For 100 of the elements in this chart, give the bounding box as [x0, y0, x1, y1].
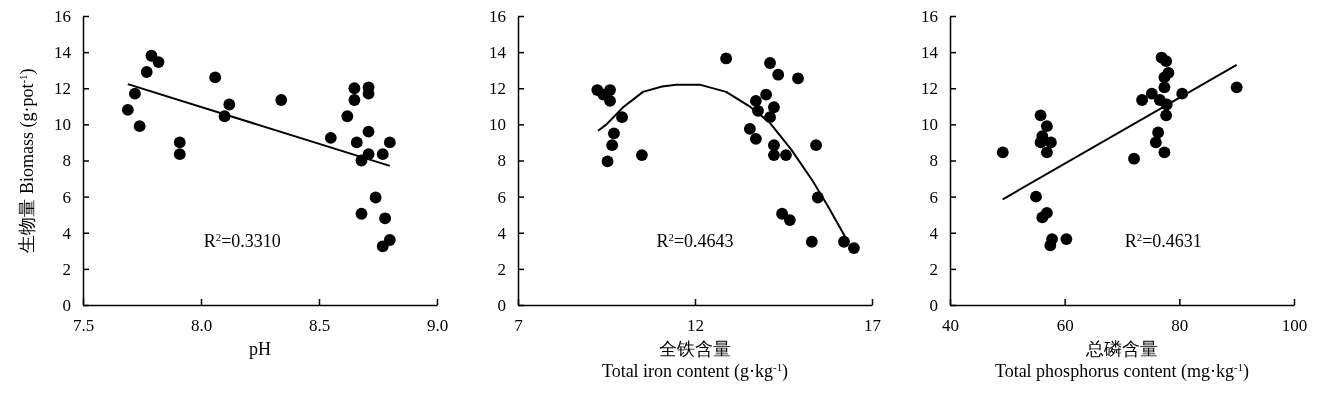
y-tick-label: 2: [62, 259, 71, 279]
y-tick-label: 8: [497, 151, 506, 171]
x-tick-label: 8.5: [308, 316, 331, 336]
point: [606, 139, 619, 152]
y-tick-label: 6: [62, 187, 71, 207]
point: [616, 111, 628, 124]
point: [780, 149, 792, 161]
y-tick-label: 16: [54, 6, 71, 26]
y-tick-label: 10: [921, 115, 938, 135]
y-tick-label: 6: [929, 187, 938, 207]
y-tick-label: 14: [489, 43, 507, 63]
y-tick-label: 0: [497, 295, 506, 315]
y-tick-label: 4: [497, 223, 507, 243]
y-tick-label: 2: [497, 259, 506, 279]
point: [768, 101, 780, 114]
point: [760, 88, 773, 101]
point: [805, 235, 818, 248]
point: [764, 57, 776, 69]
point: [133, 120, 146, 133]
y-tick-label: 12: [921, 79, 938, 99]
point: [341, 110, 354, 123]
x-tick-label: 8.0: [190, 316, 213, 336]
point: [1030, 190, 1042, 203]
point: [635, 149, 648, 161]
point: [140, 66, 153, 78]
y-tick-label: 12: [489, 79, 506, 99]
point: [792, 72, 804, 85]
annotation: R$^{2}$=0.4631: [1124, 231, 1202, 252]
y-tick-label: 12: [54, 79, 71, 99]
point: [996, 146, 1009, 159]
point: [743, 122, 756, 135]
x-tick-label: 40: [942, 316, 959, 336]
y-tick-label: 14: [921, 43, 939, 63]
point: [749, 132, 762, 145]
point: [362, 125, 375, 138]
y-tick-label: 2: [929, 259, 938, 279]
point: [275, 94, 288, 106]
point: [369, 191, 382, 204]
point: [1034, 109, 1047, 122]
point: [173, 148, 186, 161]
point: [348, 94, 361, 106]
point: [348, 82, 361, 95]
point: [1145, 87, 1158, 100]
point: [608, 127, 620, 140]
y-tick-label: 8: [62, 151, 71, 171]
point: [749, 94, 762, 107]
point: [1040, 120, 1053, 133]
y-tick-label: 4: [929, 223, 939, 243]
y-tick-label: 4: [62, 223, 72, 243]
point: [1158, 81, 1171, 94]
point: [1040, 146, 1053, 159]
point: [1158, 71, 1171, 84]
y-tick-label: 8: [929, 151, 938, 171]
point: [223, 98, 236, 111]
x-tick-label: 17: [864, 316, 882, 336]
point: [355, 207, 368, 220]
point: [783, 214, 796, 227]
point: [209, 71, 222, 84]
point: [121, 104, 134, 116]
point: [1158, 146, 1171, 159]
point: [1060, 233, 1073, 245]
point: [129, 87, 141, 100]
y-tick-label: 6: [497, 187, 506, 207]
x-tick-label: 7.5: [72, 316, 95, 336]
point: [1160, 55, 1173, 68]
point: [604, 94, 616, 107]
point: [1230, 81, 1243, 94]
x-tick-label: 12: [687, 316, 704, 336]
point: [720, 52, 733, 65]
y-tick-label: 10: [54, 115, 71, 135]
point: [772, 68, 785, 81]
point: [1136, 94, 1148, 106]
x-tick-label: 7: [514, 316, 524, 336]
point: [1160, 109, 1173, 122]
point: [1152, 126, 1165, 139]
point: [604, 84, 616, 96]
point: [324, 132, 337, 144]
point: [383, 234, 396, 246]
x-tick-label: 80: [1171, 316, 1189, 336]
point: [376, 148, 389, 161]
point: [810, 139, 822, 152]
y-tick-label: 0: [62, 295, 71, 315]
annotation: R$^{2}$=0.4643: [656, 231, 734, 252]
point: [1044, 239, 1057, 252]
point: [152, 56, 165, 68]
point: [379, 212, 391, 225]
point: [1149, 136, 1162, 149]
y-tick-label: 10: [489, 115, 506, 135]
point: [768, 149, 780, 161]
point: [1036, 211, 1049, 224]
y-tick-label: 16: [921, 6, 938, 26]
y-tick-label: 14: [54, 43, 72, 63]
x-tick-label: 60: [1056, 316, 1074, 336]
point: [848, 242, 860, 255]
point: [1128, 152, 1140, 165]
x-axis-title: 总磷含量 Total phosphorus content (mg·kg$^{-1}$): [994, 339, 1250, 382]
point: [173, 136, 186, 149]
point: [601, 155, 614, 168]
x-axis-title: 全铁含量 Total iron content (g·kg$^{-1}$): [601, 339, 789, 382]
y-tick-label: 0: [929, 295, 938, 315]
